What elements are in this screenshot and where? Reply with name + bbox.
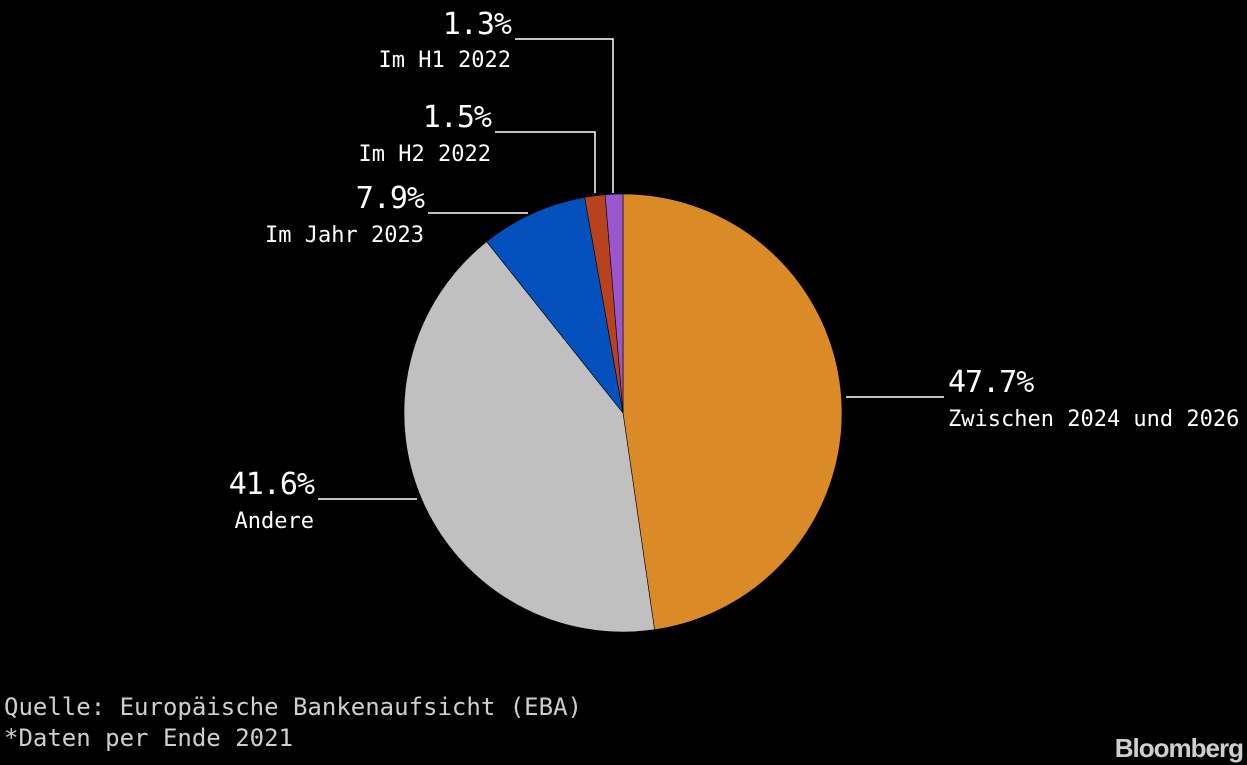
slice-category-label: Zwischen 2024 und 2026 xyxy=(948,407,1239,432)
slice-value-label: 41.6% xyxy=(229,467,315,502)
slice-value-label: 1.5% xyxy=(423,100,492,135)
leader-line-im-h2-2022 xyxy=(495,131,596,193)
slice-value-label: 47.7% xyxy=(948,365,1034,400)
pie-slices xyxy=(403,193,843,633)
pie-slice-im-h1-2022 xyxy=(604,193,624,414)
data-note: *Daten per Ende 2021 xyxy=(4,724,293,752)
slice-value-label: 7.9% xyxy=(356,181,425,216)
pie-slice-zwischen-2024-und-2026 xyxy=(622,193,843,631)
pie-slice-andere xyxy=(403,241,655,633)
slice-category-label: Im H1 2022 xyxy=(379,48,511,73)
slice-category-label: Im Jahr 2023 xyxy=(265,223,424,248)
slice-category-label: Andere xyxy=(235,509,314,534)
slice-labels: 47.7% Zwischen 2024 und 2026 41.6% Andere 7.… xyxy=(229,7,1240,534)
source-note: Quelle: Europäische Bankenaufsicht (EBA) xyxy=(4,693,582,721)
slice-category-label: Im H2 2022 xyxy=(359,142,491,167)
leader-lines xyxy=(318,38,944,500)
slice-value-label: 1.3% xyxy=(443,7,512,42)
bloomberg-logo: Bloomberg xyxy=(1114,733,1244,763)
leader-line-im-h1-2022 xyxy=(515,38,614,193)
pie-slice-im-jahr-2023 xyxy=(486,197,624,414)
